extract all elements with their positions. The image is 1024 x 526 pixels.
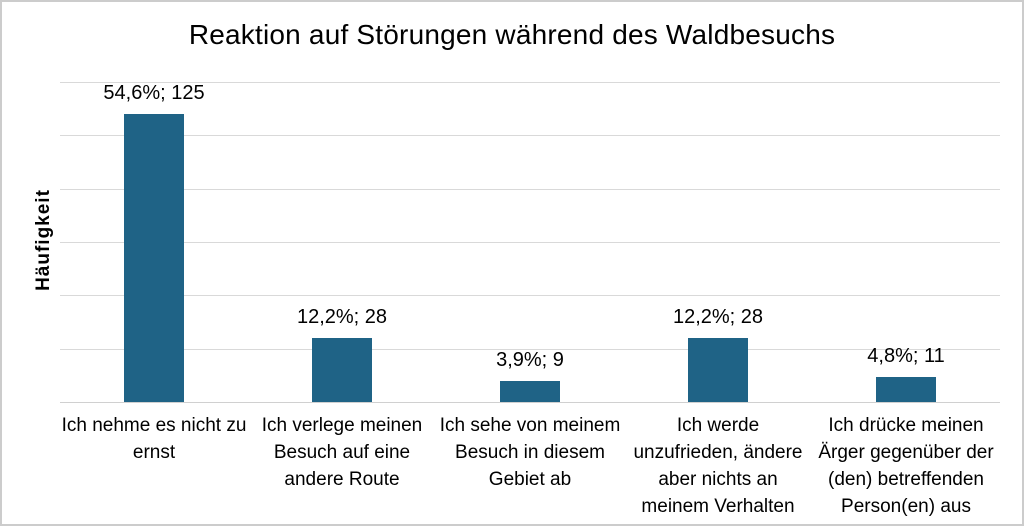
gridline [60,348,1000,350]
x-axis-line [60,402,1000,403]
gridline [60,82,1000,83]
category-label-1: Ich nehme es nicht zu ernst [61,415,247,463]
bar-group-1: 54,6%; 125 [60,82,248,402]
bar [124,114,184,402]
gridline [60,242,1000,243]
chart-title: Reaktion auf Störungen während des Waldb… [188,19,836,50]
category-label-3: Ich sehe von meinem Besuch in diesem Geb… [439,415,621,490]
gridline [60,135,1000,137]
category-label-2: Ich verlege meinen Besuch auf eine ander… [261,415,423,490]
bar-group-4: 12,2%; 28 [624,82,812,402]
plot-area: 54,6%; 125 12,2%; 28 3,9%; 9 12,2%; 28 4,8%;… [60,82,1000,403]
category-label-4: Ich werde unzufrieden, ändere aber nicht… [633,415,803,517]
data-label: 4,8%; 11 [867,344,945,367]
x-axis-labels: Ich nehme es nicht zu ernst Ich verlege m… [60,412,1000,520]
bar-group-5: 4,8%; 11 [812,82,1000,402]
data-label: 54,6%; 125 [103,82,205,105]
bar-group-3: 3,9%; 9 [436,82,624,402]
data-label: 12,2%; 28 [296,305,388,328]
y-axis-label: Häufigkeit [33,189,54,291]
bar [500,381,560,402]
bar [876,376,936,402]
category-label-5: Ich drücke meinen Ärger gegenüber der (d… [818,415,994,517]
bar-group-2: 12,2%; 28 [248,82,436,402]
data-label: 3,9%; 9 [496,349,564,372]
bar [312,337,372,402]
gridline [60,188,1000,190]
bar [688,337,748,402]
data-label: 12,2%; 28 [672,305,764,328]
gridline [60,295,1000,297]
